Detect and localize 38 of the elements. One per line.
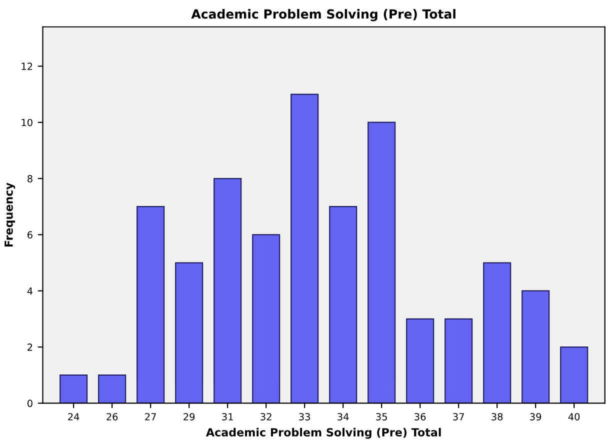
bar (560, 346, 588, 404)
x-tick-label: 35 (376, 413, 387, 420)
x-tick-label: 29 (184, 413, 195, 420)
x-tick-label: 36 (414, 413, 426, 420)
bar (252, 234, 280, 404)
x-tick-label: 40 (568, 413, 580, 420)
x-tick-label: 34 (338, 413, 349, 420)
chart-title: Academic Problem Solving (Pre) Total (191, 9, 456, 22)
y-tick-label: 2 (28, 344, 32, 351)
bar (98, 374, 126, 404)
x-tick-label: 24 (68, 413, 80, 420)
y-tick-label: 4 (27, 287, 32, 295)
y-tick-label: 6 (28, 231, 32, 239)
x-tick-label: 38 (492, 413, 503, 420)
bar (406, 318, 434, 404)
bar (60, 374, 88, 404)
x-tick-label: 39 (530, 413, 542, 420)
bar (175, 262, 204, 404)
bar (522, 290, 550, 404)
x-tick-label: 32 (260, 413, 272, 420)
bar (483, 262, 512, 404)
bar (214, 178, 242, 404)
y-tick-label: 0 (28, 400, 32, 408)
x-tick-label: 26 (106, 413, 118, 420)
x-tick-label: 31 (222, 413, 233, 420)
y-tick-label: 10 (22, 118, 32, 126)
bar (368, 122, 396, 404)
x-tick-label: 27 (145, 413, 156, 420)
y-axis-title: Frequency (4, 182, 16, 247)
x-tick-label: 33 (299, 413, 310, 420)
y-tick-label: 12 (22, 62, 32, 70)
x-axis-title: Academic Problem Solving (Pre) Total (206, 428, 441, 439)
bar (290, 94, 319, 404)
bar (444, 318, 473, 404)
bar (329, 206, 358, 404)
y-tick-label: 8 (28, 175, 32, 182)
bar (136, 206, 165, 404)
x-tick-label: 37 (453, 413, 464, 420)
